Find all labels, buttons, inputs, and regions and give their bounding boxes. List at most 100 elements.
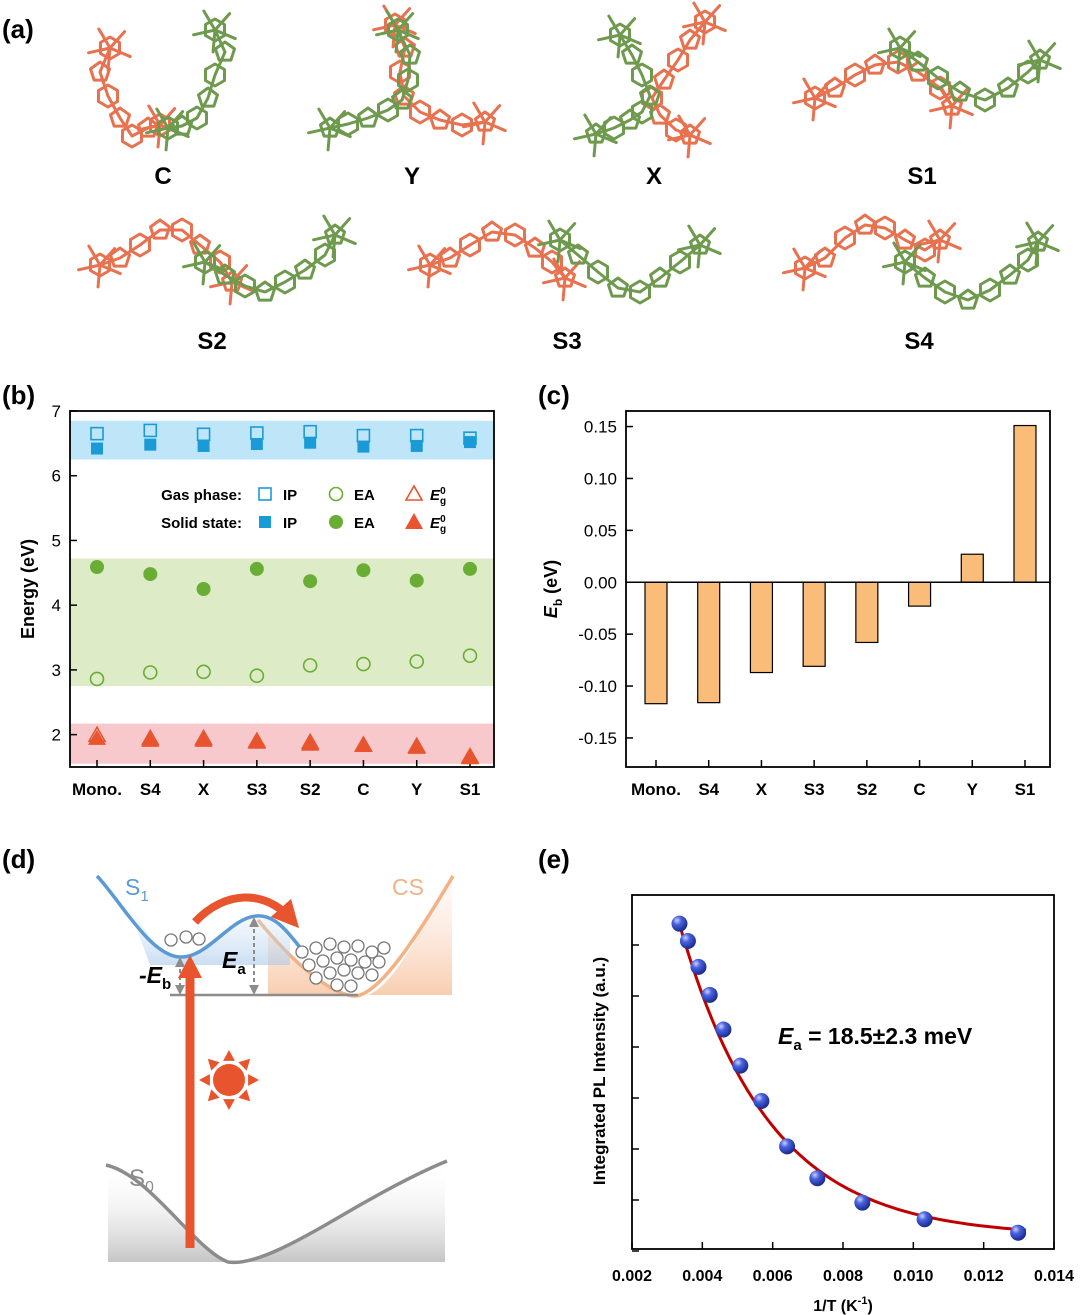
- x-tick-label: C: [913, 780, 925, 799]
- side-chain: [698, 243, 722, 256]
- side-chain: [686, 133, 692, 159]
- point-square-filled: [304, 436, 317, 449]
- ring: [679, 28, 701, 50]
- ring: [907, 50, 929, 72]
- ring: [929, 75, 951, 101]
- ea-label-main: E: [222, 947, 238, 973]
- ring: [997, 76, 1019, 98]
- y-axis-label: Energy (eV): [18, 539, 38, 639]
- side-chain: [322, 214, 337, 237]
- side-chain: [166, 110, 185, 130]
- point-square-open: [303, 424, 317, 439]
- point-triangle-filled: [88, 729, 106, 745]
- point-circle-open: [89, 671, 105, 687]
- y-axis-label: Integrated PL Intensity (a.u.): [590, 957, 609, 1185]
- particle: [323, 937, 337, 951]
- data-point: [1010, 1224, 1027, 1241]
- excitation-arrow-head: [178, 955, 202, 978]
- side-chain: [592, 132, 598, 158]
- point-square-filled: [410, 439, 423, 452]
- plot-frame: [69, 410, 495, 768]
- eb-label-sub: b: [162, 976, 171, 993]
- ring: [214, 40, 236, 62]
- side-chain: [393, 7, 412, 27]
- ring: [631, 99, 653, 125]
- side-chain: [87, 244, 102, 267]
- side-chain: [213, 28, 237, 41]
- point-triangle-filled: [461, 749, 479, 765]
- side-chain: [896, 46, 902, 72]
- side-chain: [618, 17, 637, 37]
- x-tick-label: Y: [967, 780, 979, 799]
- point-circle-open: [302, 658, 318, 673]
- particle: [351, 966, 365, 980]
- side-chain: [1036, 240, 1060, 253]
- point-square-filled: [464, 436, 476, 449]
- x-axis: Mono. S4 X S3 S2 C Y S1: [631, 760, 1035, 799]
- ring: [399, 43, 421, 65]
- structure-label-s2: S2: [197, 328, 226, 355]
- ring: [974, 87, 996, 113]
- bar: [644, 581, 668, 705]
- activation-energy-annotation: Ea = 18.5±2.3 meV: [778, 1023, 973, 1054]
- side-chain: [811, 96, 817, 122]
- y-axis-label-unit: (eV): [541, 560, 561, 599]
- legend-eg-solid: Eg0: [430, 514, 446, 535]
- x-tick-label: S2: [300, 780, 321, 799]
- point-triangle-filled: [247, 733, 266, 749]
- side-chain: [96, 263, 102, 289]
- ring: [504, 222, 526, 248]
- structure-label-c: C: [154, 163, 171, 190]
- particle: [164, 933, 178, 947]
- y-tick-label: 3: [52, 661, 61, 680]
- x-tick-label: S3: [246, 780, 267, 799]
- legend-row-gas: Gas phase:: [161, 487, 242, 504]
- side-chain: [203, 244, 222, 264]
- y-tick-label: -0.05: [578, 625, 617, 644]
- x-tick-label: S1: [1015, 780, 1036, 799]
- bar: [802, 581, 826, 667]
- side-chain: [98, 263, 122, 276]
- structure-s2-image: [77, 214, 357, 306]
- data-point: [671, 915, 688, 932]
- side-chain: [792, 96, 817, 105]
- x-tick-label: C: [357, 780, 369, 799]
- side-chain: [801, 266, 807, 292]
- ring: [607, 276, 629, 298]
- panel-c-label: (c): [538, 380, 570, 410]
- ring: [669, 249, 691, 275]
- side-chain: [692, 1, 707, 24]
- ring: [451, 112, 473, 138]
- side-chain: [201, 260, 207, 286]
- panel-c-chart: (c) -0.15 -0.10 -0.05 0.00 0.05 0.10 0.15 Mono…: [538, 380, 1051, 799]
- side-chain: [155, 107, 170, 130]
- side-chain: [202, 9, 217, 32]
- particle: [330, 978, 344, 992]
- side-chain: [375, 28, 400, 37]
- side-chain: [317, 107, 332, 130]
- side-chain: [108, 46, 132, 59]
- panel-e-label: (e): [538, 844, 570, 874]
- side-chain: [396, 28, 420, 41]
- legend-eg-gas-sup: 0: [440, 486, 446, 497]
- x-axis: Mono. S4 X S3 S2 C Y S1: [72, 760, 480, 799]
- ring: [204, 62, 226, 88]
- ring: [934, 279, 956, 305]
- cs-well-fill: [268, 877, 452, 995]
- side-chain: [552, 257, 567, 280]
- s0-label-main: S: [129, 1165, 145, 1192]
- particle: [192, 932, 206, 946]
- side-chain: [462, 120, 487, 129]
- x-tick-label: S3: [804, 780, 825, 799]
- side-chain: [182, 260, 207, 269]
- side-chain: [701, 20, 707, 46]
- ring: [109, 106, 131, 128]
- side-chain: [929, 104, 954, 113]
- legend-eg-solid-sub: g: [440, 524, 446, 535]
- structure-s4-image: [782, 213, 1060, 310]
- panel-d-diagram: (d) S0 CS S1 -Eb Ea: [2, 844, 455, 1265]
- point-triangle-filled: [407, 738, 426, 754]
- point-square-open: [90, 426, 104, 441]
- y-axis: 2 3 4 5 6 7: [52, 402, 77, 745]
- side-chain: [618, 33, 642, 46]
